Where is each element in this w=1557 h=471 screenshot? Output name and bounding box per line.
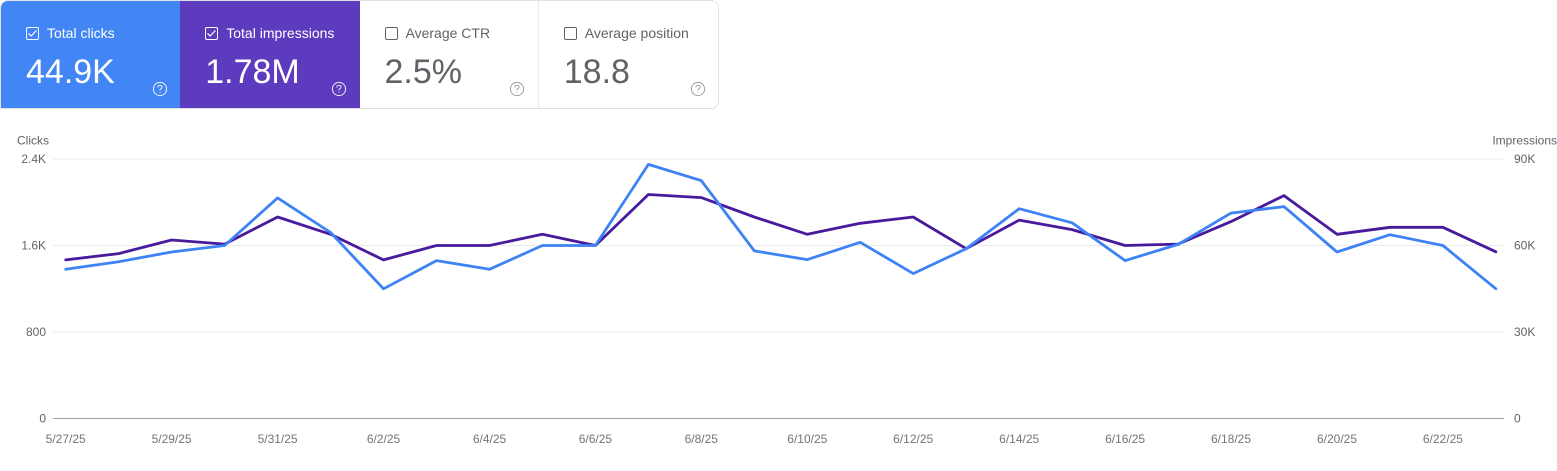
svg-text:30K: 30K xyxy=(1514,325,1535,339)
svg-text:6/12/25: 6/12/25 xyxy=(893,432,933,446)
svg-text:800: 800 xyxy=(26,325,46,339)
svg-text:6/4/25: 6/4/25 xyxy=(473,432,507,446)
svg-text:6/14/25: 6/14/25 xyxy=(999,432,1039,446)
svg-text:6/8/25: 6/8/25 xyxy=(685,432,719,446)
svg-text:6/20/25: 6/20/25 xyxy=(1317,432,1357,446)
svg-text:0: 0 xyxy=(1514,412,1521,426)
svg-text:2.4K: 2.4K xyxy=(21,152,46,166)
svg-text:60K: 60K xyxy=(1514,239,1535,253)
svg-text:6/6/25: 6/6/25 xyxy=(579,432,613,446)
svg-text:Clicks: Clicks xyxy=(17,134,49,148)
svg-text:6/16/25: 6/16/25 xyxy=(1105,432,1145,446)
svg-text:90K: 90K xyxy=(1514,152,1535,166)
svg-text:5/27/25: 5/27/25 xyxy=(46,432,86,446)
svg-text:6/2/25: 6/2/25 xyxy=(367,432,401,446)
svg-text:Impressions: Impressions xyxy=(1492,134,1557,148)
svg-text:6/18/25: 6/18/25 xyxy=(1211,432,1251,446)
svg-text:0: 0 xyxy=(39,412,46,426)
svg-text:5/31/25: 5/31/25 xyxy=(258,432,298,446)
svg-text:6/10/25: 6/10/25 xyxy=(787,432,827,446)
svg-text:5/29/25: 5/29/25 xyxy=(152,432,192,446)
svg-text:1.6K: 1.6K xyxy=(21,239,46,253)
svg-text:6/22/25: 6/22/25 xyxy=(1423,432,1463,446)
